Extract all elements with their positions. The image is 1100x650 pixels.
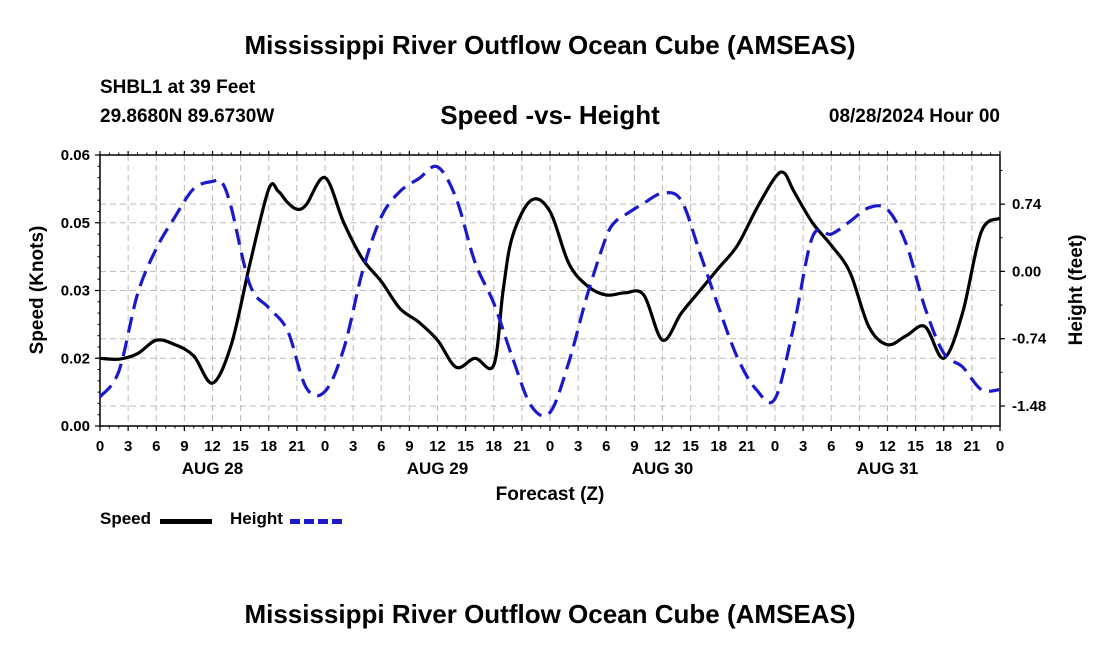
y-tick-label: 0.03 (61, 283, 90, 300)
x-tick-label: 21 (739, 438, 756, 455)
x-tick-label: 9 (405, 438, 413, 455)
x-tick-label: 6 (602, 438, 610, 455)
y-tick-label: 0.00 (61, 418, 90, 435)
speed-height-chart: 0 3 6 9 12 15 18 21 0 3 6 9 12 15 18 21 0 3 6 9 12 15 18 21 0 3 6 9… (27, 147, 1087, 505)
forecast-datetime: 08/28/2024 Hour 00 (828, 106, 1000, 127)
y2-axis-label: Height (feet) (1066, 235, 1087, 346)
x-day-label: AUG 29 (407, 459, 468, 478)
x-tick-label: 15 (232, 438, 249, 455)
x-tick-label: 0 (996, 438, 1004, 455)
x-tick-label: 6 (152, 438, 160, 455)
x-tick-label: 0 (96, 438, 104, 455)
x-tick-label: 3 (799, 438, 807, 455)
legend-height-swatch (290, 519, 342, 524)
legend-height-label: Height (230, 509, 283, 528)
x-tick-label: 12 (429, 438, 446, 455)
series-speed-line (100, 170, 1000, 385)
x-tick-label: 21 (514, 438, 531, 455)
x-day-label: AUG 28 (182, 459, 243, 478)
x-tick-label: 18 (710, 438, 727, 455)
y2-tick-label: -1.48 (1012, 398, 1046, 415)
x-tick-label: 12 (879, 438, 896, 455)
y-axis-label: Speed (Knots) (27, 226, 48, 355)
x-tick-label: 21 (964, 438, 981, 455)
x-tick-label: 0 (771, 438, 779, 455)
chart-title: Mississippi River Outflow Ocean Cube (AM… (244, 30, 856, 60)
series-height-line (100, 164, 1000, 418)
station-coordinates: 29.8680N 89.6730W (100, 106, 275, 127)
x-tick-label: 12 (204, 438, 221, 455)
x-day-label: AUG 31 (857, 459, 918, 478)
legend-speed-swatch (160, 519, 212, 524)
legend-speed-label: Speed (100, 509, 152, 528)
x-tick-label: 6 (827, 438, 835, 455)
x-tick-label: 15 (457, 438, 474, 455)
x-tick-label: 0 (546, 438, 554, 455)
footer-title: Mississippi River Outflow Ocean Cube (AM… (244, 599, 856, 629)
x-tick-label: 3 (124, 438, 132, 455)
y-tick-label: 0.06 (61, 147, 90, 164)
x-day-label: AUG 30 (632, 459, 693, 478)
series-layer (100, 164, 1000, 418)
x-tick-label: 15 (907, 438, 924, 455)
x-tick-label: 9 (180, 438, 188, 455)
y-tick-label: 0.02 (61, 350, 90, 367)
x-tick-label: 18 (935, 438, 952, 455)
x-tick-label: 18 (485, 438, 502, 455)
x-tick-label: 6 (377, 438, 385, 455)
x-tick-label: 0 (321, 438, 329, 455)
axis-labels: Forecast (Z) Speed (Knots) Height (feet) (27, 226, 1087, 505)
station-name: SHBL1 at 39 Feet (100, 77, 256, 98)
x-tick-label: 9 (855, 438, 863, 455)
x-tick-label: 18 (260, 438, 277, 455)
y2-tick-label: 0.00 (1012, 263, 1041, 280)
y-tick-label: 0.05 (61, 215, 90, 232)
x-axis-label: Forecast (Z) (496, 484, 605, 505)
y2-tick-label: 0.74 (1012, 196, 1042, 213)
chart-subtitle: Speed -vs- Height (440, 100, 660, 130)
x-tick-label: 9 (630, 438, 638, 455)
grid (100, 155, 1000, 426)
axis-ticks: 0 3 6 9 12 15 18 21 0 3 6 9 12 15 18 21 0 3 6 9 12 15 18 21 0 3 6 9… (61, 147, 1047, 478)
x-tick-label: 3 (349, 438, 357, 455)
x-tick-label: 12 (654, 438, 671, 455)
y2-tick-label: -0.74 (1012, 331, 1047, 348)
x-tick-label: 21 (289, 438, 306, 455)
x-tick-label: 3 (574, 438, 582, 455)
x-tick-label: 15 (682, 438, 699, 455)
